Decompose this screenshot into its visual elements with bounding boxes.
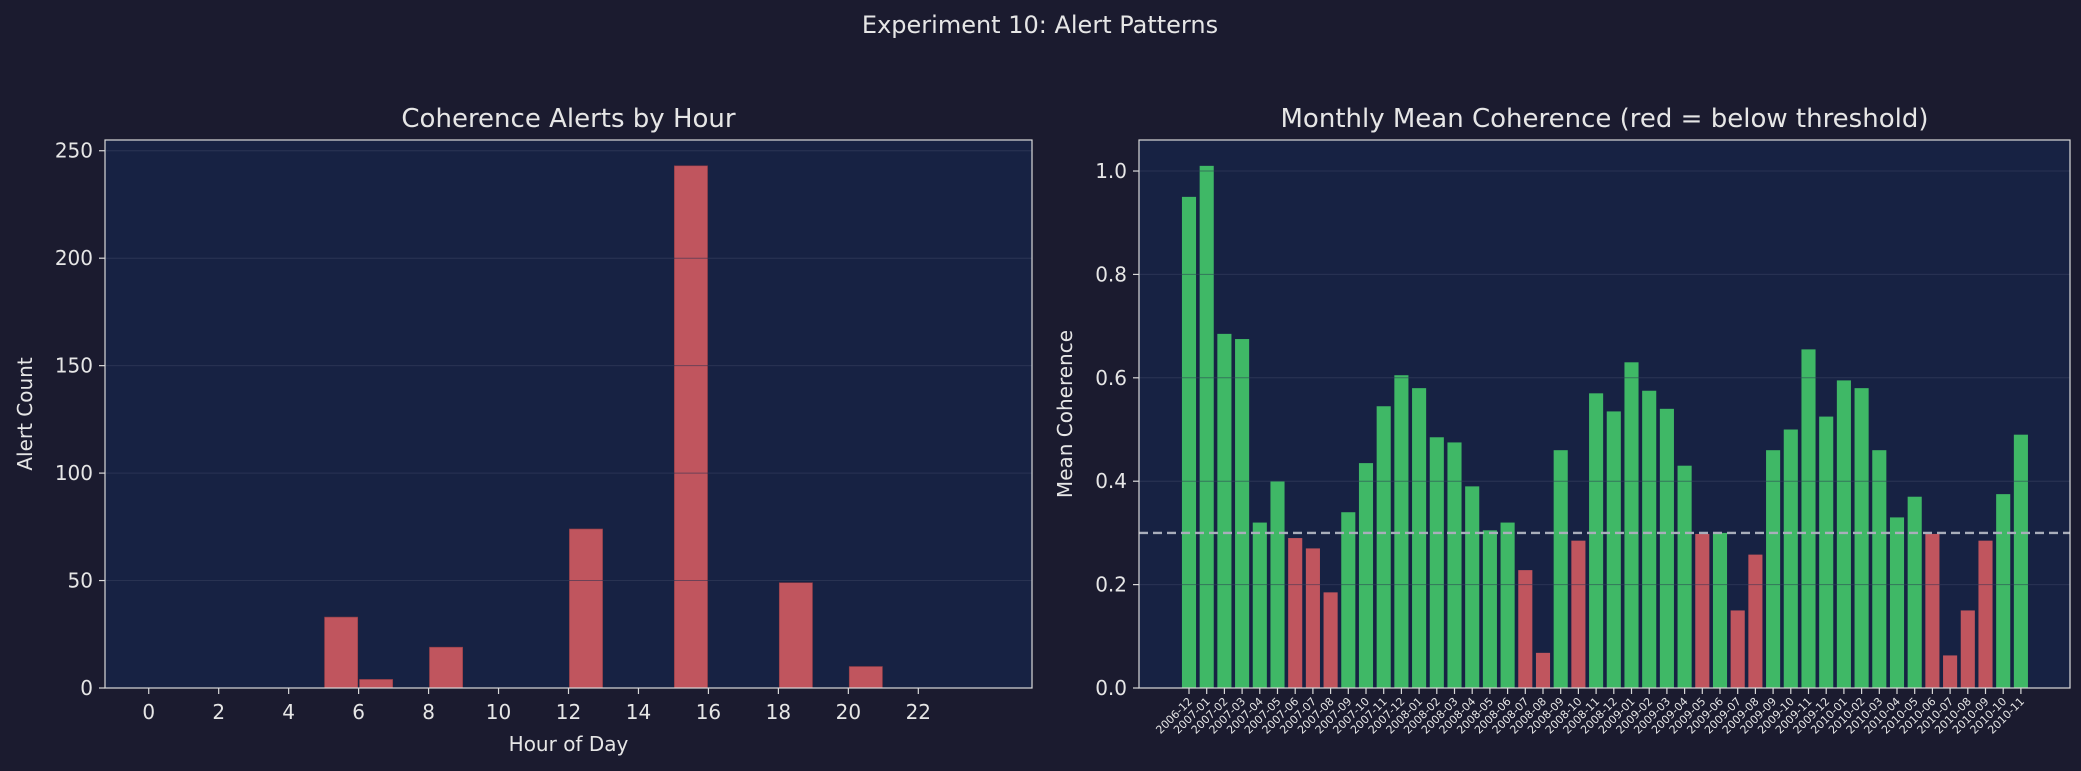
coherence-y-axis-label: Mean Coherence (1053, 330, 1077, 498)
coherence-bar (1252, 522, 1267, 688)
alerts-y-tick-label: 200 (55, 246, 93, 270)
coherence-bar (1376, 406, 1391, 688)
coherence-bar (1341, 512, 1356, 688)
coherence-bar (1305, 548, 1320, 688)
coherence-bar (1535, 652, 1551, 688)
alerts-x-tick-label: 0 (142, 700, 155, 724)
coherence-bar (1217, 333, 1232, 688)
coherence-y-tick-label: 0.8 (1095, 262, 1127, 286)
coherence-bar (1943, 655, 1958, 688)
coherence-bar (2013, 434, 2028, 688)
coherence-chart-title: Monthly Mean Coherence (red = below thre… (1281, 104, 1929, 134)
alerts-x-tick-label: 18 (766, 700, 791, 724)
monthly-coherence-chart: 2006-122007-012007-022007-032007-042007-… (1053, 104, 2071, 737)
alert-bar (569, 528, 603, 689)
coherence-bar (1199, 165, 1214, 688)
alerts-x-tick-label: 10 (486, 700, 511, 724)
alert-bar (674, 165, 708, 689)
coherence-bar (1801, 349, 1816, 688)
coherence-bar (1482, 530, 1497, 688)
coherence-bar (1978, 540, 1993, 688)
alerts-x-axis-label: Hour of Day (509, 732, 629, 756)
coherence-bar (1642, 390, 1657, 688)
coherence-bar (1996, 494, 2011, 688)
coherence-bar (1907, 496, 1922, 688)
alerts-x-tick-label: 22 (906, 700, 931, 724)
coherence-bars (1139, 165, 2070, 688)
coherence-y-tick-label: 0.0 (1095, 676, 1127, 700)
coherence-bar (1447, 442, 1462, 688)
coherence-bar (1571, 540, 1586, 688)
coherence-bar (1695, 533, 1710, 688)
coherence-bar (1606, 411, 1621, 688)
coherence-bar (1730, 610, 1745, 688)
alerts-y-tick-label: 0 (80, 676, 93, 700)
coherence-bar (1677, 465, 1692, 688)
coherence-bar (1624, 362, 1639, 688)
coherence-bar (1925, 533, 1940, 688)
alerts-y-tick-label: 150 (55, 354, 93, 378)
coherence-bar (1766, 450, 1781, 688)
alert-bar (778, 582, 813, 689)
coherence-y-tick-label: 0.6 (1095, 366, 1127, 390)
alerts-bars (105, 150, 1032, 689)
alerts-x-tick-label: 14 (626, 700, 651, 724)
alerts-y-tick-label: 250 (55, 139, 93, 163)
alert-bar (429, 646, 463, 689)
alerts-x-tick-label: 6 (352, 700, 365, 724)
figure-suptitle: Experiment 10: Alert Patterns (862, 11, 1218, 39)
coherence-bar (1589, 393, 1604, 688)
alerts-x-tick-label: 12 (556, 700, 581, 724)
coherence-bar (1500, 522, 1515, 688)
coherence-plot-frame (1138, 139, 2071, 689)
coherence-bar (1819, 416, 1834, 688)
coherence-bar (1235, 339, 1250, 688)
alert-bar (848, 666, 883, 689)
coherence-bar (1748, 554, 1763, 688)
coherence-bar (1465, 486, 1480, 688)
coherence-bar (1659, 408, 1674, 688)
alerts-x-tick-label: 20 (836, 700, 861, 724)
coherence-bar (1288, 538, 1303, 688)
alerts-y-axis-label: Alert Count (13, 357, 37, 471)
alert-bar (359, 679, 394, 689)
coherence-bar (1518, 570, 1533, 688)
coherence-bar (1783, 429, 1798, 688)
alert-bar (324, 616, 359, 689)
coherence-bar (1836, 380, 1851, 688)
coherence-bar (1960, 610, 1975, 688)
alerts-plot-area (105, 140, 1032, 688)
coherence-bar (1412, 388, 1427, 688)
coherence-bar (1712, 532, 1728, 688)
coherence-y-tick-label: 0.4 (1095, 469, 1127, 493)
alerts-y-tick-label: 50 (68, 569, 93, 593)
coherence-bar (1323, 592, 1338, 688)
alerts-x-tick-label: 2 (212, 700, 225, 724)
alerts-by-hour-chart: 0 2 4 6 8 10 12 14 16 18 20 22 0 50 100 150 200 250 Coher… (13, 104, 1033, 756)
coherence-y-tick-label: 0.2 (1095, 573, 1127, 597)
coherence-bar (1181, 196, 1197, 688)
alerts-chart-title: Coherence Alerts by Hour (401, 104, 735, 134)
alerts-x-tick-label: 8 (422, 700, 435, 724)
coherence-bar (1889, 517, 1905, 688)
alerts-y-tick-label: 100 (55, 461, 93, 485)
coherence-bar (1872, 450, 1887, 688)
coherence-bar (1358, 463, 1374, 688)
coherence-bar (1394, 375, 1409, 688)
coherence-bar (1854, 388, 1869, 688)
alerts-x-tick-label: 4 (282, 700, 295, 724)
alerts-axis-ticks: 0 2 4 6 8 10 12 14 16 18 20 22 0 50 100 150 200 250 (55, 139, 931, 724)
coherence-bar (1553, 450, 1568, 688)
coherence-y-tick-label: 1.0 (1095, 159, 1127, 183)
alerts-x-tick-label: 16 (696, 700, 721, 724)
coherence-bar (1429, 437, 1444, 688)
